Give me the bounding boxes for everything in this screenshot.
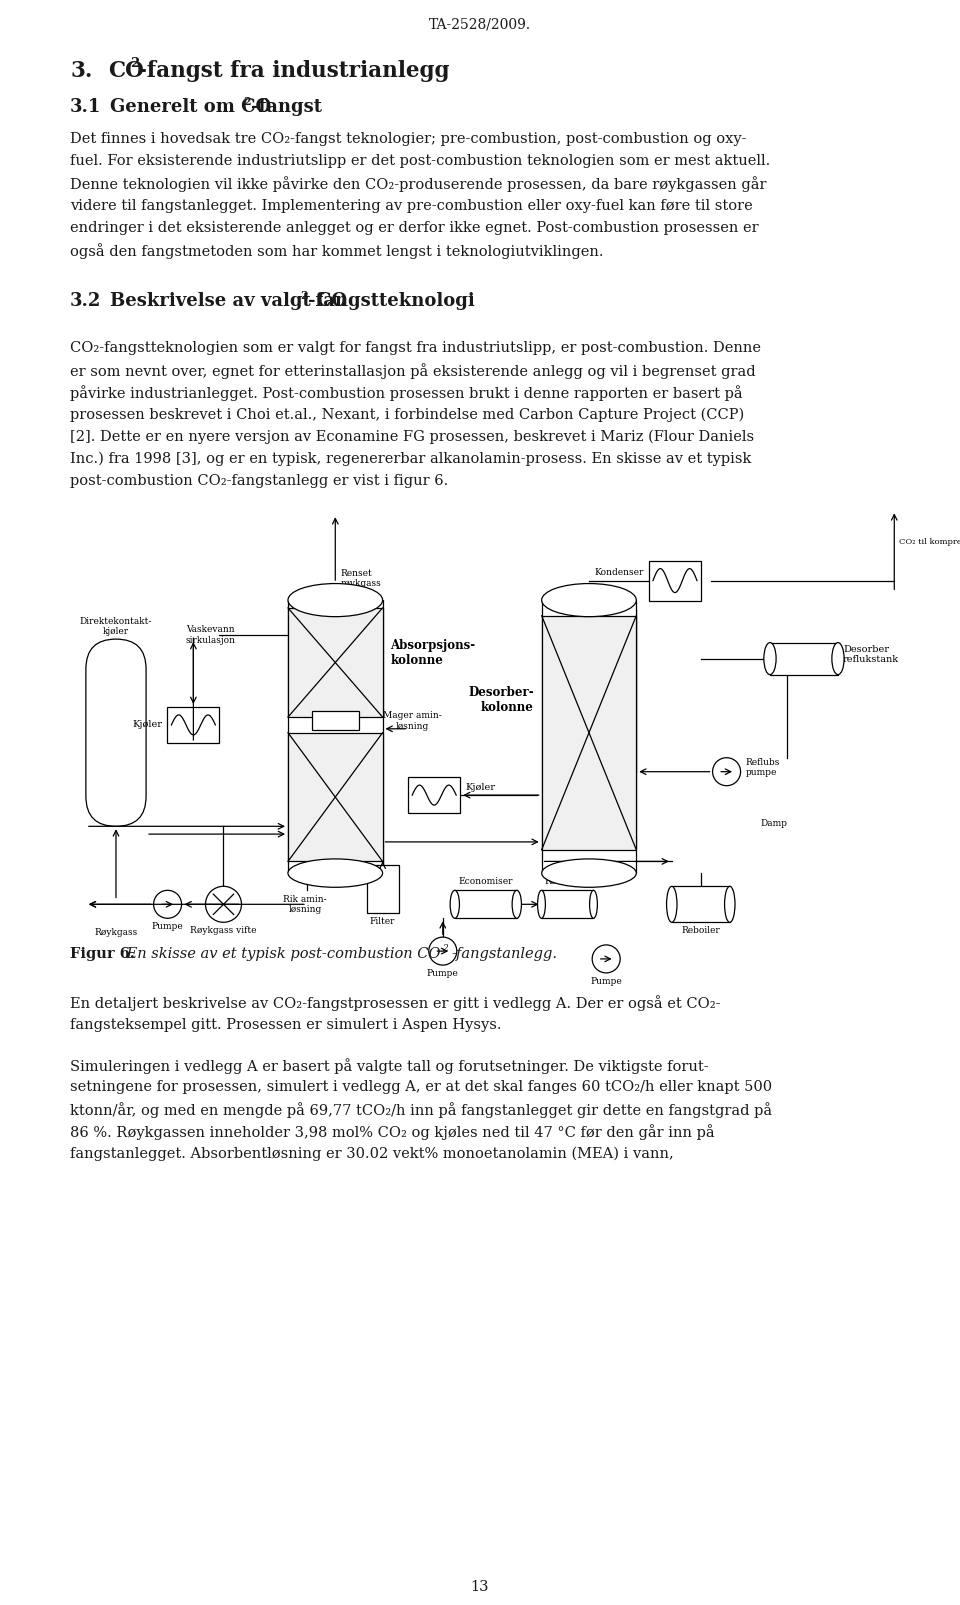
Text: 13: 13 bbox=[470, 1579, 490, 1594]
Text: Pumpe: Pumpe bbox=[152, 923, 183, 931]
Text: 86 %. Røykgassen inneholder 3,98 mol% CO₂ og kjøles ned til 47 °C før den går in: 86 %. Røykgassen inneholder 3,98 mol% CO… bbox=[70, 1125, 714, 1140]
Text: Mager amin-
løsning: Mager amin- løsning bbox=[383, 711, 442, 730]
Text: 3.1: 3.1 bbox=[70, 98, 102, 116]
Text: Inc.) fra 1998 [3], og er en typisk, regenererbar alkanolamin-prosess. En skisse: Inc.) fra 1998 [3], og er en typisk, reg… bbox=[70, 453, 752, 467]
Text: Pumpe: Pumpe bbox=[590, 977, 622, 985]
Text: Røykgass vifte: Røykgass vifte bbox=[190, 926, 256, 936]
Circle shape bbox=[712, 758, 740, 786]
Text: -fangst: -fangst bbox=[252, 98, 322, 116]
Text: Vaskevann
sirkulasjon: Vaskevann sirkulasjon bbox=[185, 626, 235, 645]
Text: også den fangstmetoden som har kommet lengst i teknologiutviklingen.: også den fangstmetoden som har kommet le… bbox=[70, 242, 604, 258]
Text: Filter: Filter bbox=[370, 916, 396, 926]
Bar bbox=[672, 886, 730, 923]
Text: CO: CO bbox=[108, 59, 144, 82]
Text: Røykgass: Røykgass bbox=[94, 928, 137, 937]
Text: 3.: 3. bbox=[70, 59, 92, 82]
Text: Figur 6.: Figur 6. bbox=[70, 947, 135, 960]
Text: Renset
røykgass: Renset røykgass bbox=[340, 568, 381, 589]
Ellipse shape bbox=[538, 891, 545, 918]
Text: Simuleringen i vedlegg A er basert på valgte tall og forutsetninger. De viktigst: Simuleringen i vedlegg A er basert på va… bbox=[70, 1058, 708, 1074]
Text: Economiser: Economiser bbox=[459, 878, 513, 886]
Bar bbox=[649, 560, 701, 600]
Text: 3.2: 3.2 bbox=[70, 292, 102, 310]
Bar bbox=[541, 891, 593, 918]
Text: Absorpsjons-
kolonne: Absorpsjons- kolonne bbox=[391, 639, 476, 668]
Text: Direktekontakt-
kjøler: Direktekontakt- kjøler bbox=[80, 616, 153, 636]
Text: [2]. Dette er en nyere versjon av Econamine FG prosessen, beskrevet i Mariz (Flo: [2]. Dette er en nyere versjon av Econam… bbox=[70, 430, 755, 445]
Text: Desorber
reflukstank: Desorber reflukstank bbox=[843, 645, 900, 664]
Text: Pumpe: Pumpe bbox=[427, 969, 459, 977]
Text: Damp: Damp bbox=[760, 819, 787, 828]
Ellipse shape bbox=[450, 891, 460, 918]
Bar bbox=[770, 642, 838, 674]
Text: -fangst fra industrianlegg: -fangst fra industrianlegg bbox=[138, 59, 449, 82]
Text: CO₂ til kompresjon: CO₂ til kompresjon bbox=[900, 538, 960, 546]
Bar bbox=[367, 865, 398, 913]
Ellipse shape bbox=[589, 891, 597, 918]
Text: fangstanlegget. Absorbentløsning er 30.02 vekt% monoetanolamin (MEA) i vann,: fangstanlegget. Absorbentløsning er 30.0… bbox=[70, 1146, 674, 1160]
Text: Denne teknologien vil ikke påvirke den CO₂-produserende prosessen, da bare røykg: Denne teknologien vil ikke påvirke den C… bbox=[70, 177, 767, 193]
Text: videre til fangstanlegget. Implementering av pre-combustion eller oxy-fuel kan f: videre til fangstanlegget. Implementerin… bbox=[70, 199, 753, 213]
Text: Reclaimer: Reclaimer bbox=[544, 878, 590, 886]
Text: 2: 2 bbox=[243, 96, 251, 108]
Text: En skisse av et typisk post-combustion CO: En skisse av et typisk post-combustion C… bbox=[122, 947, 441, 960]
Text: setningene for prosessen, simulert i vedlegg A, er at det skal fanges 60 tCO₂/h : setningene for prosessen, simulert i ved… bbox=[70, 1080, 772, 1095]
Text: 2: 2 bbox=[442, 944, 447, 953]
Bar bbox=[167, 706, 220, 743]
Bar bbox=[288, 600, 383, 873]
Text: -fangstanlegg.: -fangstanlegg. bbox=[451, 947, 557, 960]
Circle shape bbox=[429, 937, 457, 965]
Text: ktonn/år, og med en mengde på 69,77 tCO₂/h inn på fangstanlegget gir dette en fa: ktonn/år, og med en mengde på 69,77 tCO₂… bbox=[70, 1103, 772, 1119]
Circle shape bbox=[205, 886, 242, 923]
Text: Kondenser: Kondenser bbox=[594, 568, 644, 578]
Text: fangsteksempel gitt. Prosessen er simulert i Aspen Hysys.: fangsteksempel gitt. Prosessen er simule… bbox=[70, 1018, 501, 1032]
Ellipse shape bbox=[541, 859, 636, 888]
Bar bbox=[408, 777, 460, 814]
Ellipse shape bbox=[725, 886, 735, 923]
Text: 2: 2 bbox=[130, 58, 139, 71]
Text: Reboiler: Reboiler bbox=[682, 926, 720, 936]
Text: Rik amin-
løsning: Rik amin- løsning bbox=[283, 894, 327, 913]
Bar bbox=[541, 616, 636, 849]
Circle shape bbox=[592, 945, 620, 973]
Text: Generelt om CO: Generelt om CO bbox=[110, 98, 272, 116]
Text: CO₂-fangstteknologien som er valgt for fangst fra industriutslipp, er post-combu: CO₂-fangstteknologien som er valgt for f… bbox=[70, 340, 761, 355]
Text: endringer i det eksisterende anlegget og er derfor ikke egnet. Post-combustion p: endringer i det eksisterende anlegget og… bbox=[70, 221, 758, 234]
Ellipse shape bbox=[666, 886, 677, 923]
Ellipse shape bbox=[288, 859, 383, 888]
Text: Desorber-
kolonne: Desorber- kolonne bbox=[468, 685, 534, 714]
Bar bbox=[288, 608, 383, 717]
Text: Beskrivelse av valgt CO: Beskrivelse av valgt CO bbox=[110, 292, 348, 310]
Bar bbox=[455, 891, 516, 918]
Text: påvirke industrianlegget. Post-combustion prosessen brukt i denne rapporten er b: påvirke industrianlegget. Post-combustio… bbox=[70, 385, 743, 401]
Text: 2: 2 bbox=[300, 291, 308, 302]
Text: TA-2528/2009.: TA-2528/2009. bbox=[429, 18, 531, 32]
Text: Kjøler: Kjøler bbox=[132, 721, 162, 729]
Bar bbox=[288, 733, 383, 862]
Ellipse shape bbox=[512, 891, 521, 918]
Text: Reflubs
pumpe: Reflubs pumpe bbox=[746, 758, 780, 777]
Text: er som nevnt over, egnet for etterinstallasjon på eksisterende anlegg og vil i b: er som nevnt over, egnet for etterinstal… bbox=[70, 363, 756, 379]
Ellipse shape bbox=[541, 584, 636, 616]
Text: fuel. For eksisterende industriutslipp er det post-combustion teknologien som er: fuel. For eksisterende industriutslipp e… bbox=[70, 154, 770, 169]
Text: -fangstteknologi: -fangstteknologi bbox=[308, 292, 475, 310]
Ellipse shape bbox=[832, 642, 844, 674]
FancyBboxPatch shape bbox=[85, 639, 146, 827]
Circle shape bbox=[154, 891, 181, 918]
Text: Det finnes i hovedsak tre CO₂-fangst teknologier; pre-combustion, post-combustio: Det finnes i hovedsak tre CO₂-fangst tek… bbox=[70, 132, 747, 146]
Bar bbox=[541, 600, 636, 873]
Ellipse shape bbox=[764, 642, 776, 674]
Text: prosessen beskrevet i Choi et.al., Nexant, i forbindelse med Carbon Capture Proj: prosessen beskrevet i Choi et.al., Nexan… bbox=[70, 408, 744, 422]
Ellipse shape bbox=[288, 584, 383, 616]
FancyBboxPatch shape bbox=[312, 711, 359, 730]
Text: post-combustion CO₂-fangstanlegg er vist i figur 6.: post-combustion CO₂-fangstanlegg er vist… bbox=[70, 475, 448, 488]
Text: Kjøler: Kjøler bbox=[466, 783, 495, 791]
Text: En detaljert beskrivelse av CO₂-fangstprosessen er gitt i vedlegg A. Der er også: En detaljert beskrivelse av CO₂-fangstpr… bbox=[70, 995, 721, 1011]
